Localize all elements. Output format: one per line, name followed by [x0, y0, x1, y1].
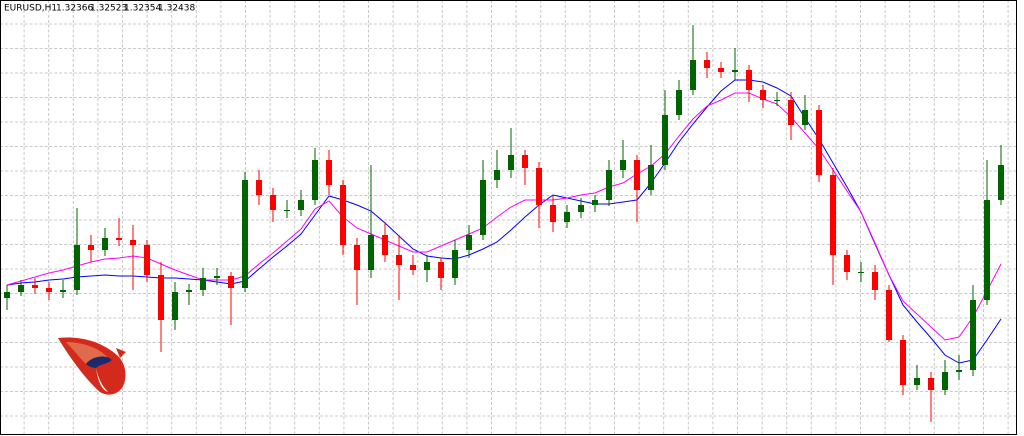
- moving-average-line: [6, 92, 1002, 341]
- candle-body: [914, 378, 920, 385]
- candle-body: [900, 340, 906, 385]
- candle-body: [74, 245, 80, 290]
- candle-body: [774, 100, 780, 101]
- candle-body: [396, 255, 402, 265]
- candle-body: [746, 70, 752, 90]
- candle-body: [466, 235, 472, 250]
- candle-body: [802, 110, 808, 125]
- candle-body: [438, 262, 444, 278]
- candle-body: [452, 250, 458, 278]
- candle-body: [32, 285, 38, 288]
- candle-body: [522, 155, 528, 168]
- candle-body: [242, 180, 248, 288]
- candle-body: [18, 285, 24, 292]
- candle-body: [46, 288, 52, 292]
- header-high: 1.32523: [90, 4, 127, 14]
- candle-body: [788, 100, 794, 125]
- candle-body: [606, 170, 612, 200]
- candle-body: [270, 195, 276, 210]
- candle-body: [690, 60, 696, 90]
- candle-body: [942, 372, 948, 390]
- candle-body: [592, 200, 598, 205]
- candle-body: [172, 292, 178, 320]
- candle-body: [88, 245, 94, 250]
- candle-body: [620, 160, 626, 170]
- candle-body: [564, 212, 570, 222]
- chart-title: EURUSD,H1: [4, 4, 57, 14]
- candle-body: [102, 238, 108, 250]
- candle-body: [508, 155, 514, 170]
- candle-body: [312, 160, 318, 200]
- candle-body: [340, 185, 346, 245]
- candle-body: [844, 255, 850, 272]
- candle-body: [998, 165, 1004, 200]
- candle-body: [200, 278, 206, 290]
- candle-body: [732, 70, 738, 72]
- candle-body: [760, 90, 766, 100]
- candle-body: [144, 245, 150, 275]
- plot: [4, 25, 1004, 422]
- candle-body: [718, 68, 724, 72]
- candle-body: [256, 180, 262, 195]
- candle-body: [872, 272, 878, 290]
- candle-body: [550, 205, 556, 222]
- candle-body: [536, 168, 542, 205]
- candle-body: [648, 165, 654, 190]
- logo: [58, 337, 126, 395]
- candle-body: [368, 235, 374, 270]
- candle-body: [116, 238, 122, 240]
- candle-body: [956, 370, 962, 372]
- header-close: 1.32438: [158, 4, 195, 14]
- candle-body: [480, 180, 486, 235]
- moving-average-line: [6, 79, 1002, 364]
- candle-body: [928, 378, 934, 390]
- candle-body: [886, 290, 892, 340]
- candle-body: [354, 245, 360, 270]
- candle-body: [634, 160, 640, 190]
- candle-body: [186, 290, 192, 292]
- candle-body: [662, 115, 668, 165]
- candle-body: [326, 160, 332, 185]
- candle-body: [494, 170, 500, 180]
- candle-body: [298, 200, 304, 210]
- candle-body: [4, 292, 10, 298]
- candle-body: [816, 110, 822, 175]
- candle-body: [704, 60, 710, 68]
- candle-body: [578, 205, 584, 212]
- candle-body: [214, 276, 220, 278]
- candle-body: [228, 276, 234, 288]
- candle-body: [284, 210, 290, 211]
- header-low: 1.32354: [124, 4, 161, 14]
- candle-body: [410, 265, 416, 270]
- candle-body: [970, 300, 976, 370]
- candle-body: [382, 235, 388, 255]
- candle-body: [858, 272, 864, 273]
- header-open: 1.32366: [56, 4, 93, 14]
- candle-body: [984, 200, 990, 300]
- candle-body: [676, 90, 682, 115]
- candle-body: [158, 275, 164, 320]
- candle-body: [60, 290, 66, 292]
- candle-body: [830, 175, 836, 255]
- candle-body: [424, 262, 430, 270]
- candle-body: [130, 240, 136, 245]
